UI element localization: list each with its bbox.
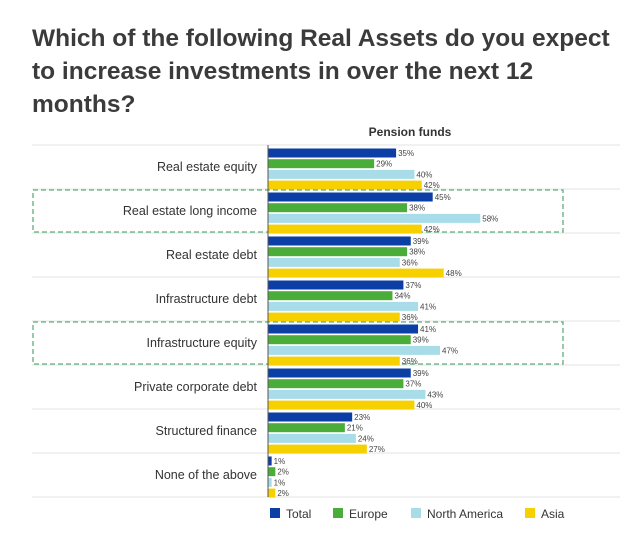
value-label: 21% <box>347 424 363 433</box>
bar <box>268 192 433 202</box>
category-label: Structured finance <box>156 424 257 438</box>
value-label: 37% <box>405 281 421 290</box>
value-label: 40% <box>416 170 432 179</box>
value-label: 42% <box>424 225 440 234</box>
value-label: 39% <box>413 237 429 246</box>
value-label: 1% <box>274 478 286 487</box>
value-label: 37% <box>405 380 421 389</box>
legend-label: Europe <box>349 507 388 521</box>
bar <box>268 456 272 466</box>
value-label: 23% <box>354 413 370 422</box>
legend-swatch <box>525 508 535 518</box>
bar <box>268 400 415 410</box>
legend-label: Asia <box>541 507 565 521</box>
value-label: 48% <box>446 269 462 278</box>
bar <box>268 488 276 498</box>
value-label: 2% <box>277 468 289 477</box>
bar <box>268 312 400 322</box>
category-label: Infrastructure debt <box>156 292 258 306</box>
value-label: 36% <box>402 258 418 267</box>
bar <box>268 345 441 355</box>
bar <box>268 257 400 267</box>
bar <box>268 444 367 454</box>
value-label: 27% <box>369 445 385 454</box>
legend-label: Total <box>286 507 311 521</box>
bar <box>268 268 444 278</box>
value-label: 38% <box>409 204 425 213</box>
value-label: 40% <box>416 401 432 410</box>
legend-swatch <box>333 508 343 518</box>
bar <box>268 368 411 378</box>
bar <box>268 379 404 389</box>
legend-swatch <box>411 508 421 518</box>
value-label: 41% <box>420 325 436 334</box>
category-label: None of the above <box>155 468 257 482</box>
value-label: 24% <box>358 434 374 443</box>
bar <box>268 467 276 477</box>
category-label: Real estate debt <box>166 248 258 262</box>
value-label: 38% <box>409 248 425 257</box>
bar <box>268 213 481 223</box>
value-label: 35% <box>398 149 414 158</box>
value-label: 29% <box>376 160 392 169</box>
value-label: 36% <box>402 313 418 322</box>
bar <box>268 412 353 422</box>
bar <box>268 356 400 366</box>
value-label: 47% <box>442 346 458 355</box>
value-label: 41% <box>420 302 436 311</box>
bar <box>268 236 411 246</box>
value-label: 39% <box>413 336 429 345</box>
bar <box>268 180 422 190</box>
bar <box>268 423 345 433</box>
value-label: 43% <box>427 390 443 399</box>
bar <box>268 159 375 169</box>
bar <box>268 389 426 399</box>
value-label: 58% <box>482 214 498 223</box>
bar <box>268 224 422 234</box>
legend-label: North America <box>427 507 503 521</box>
chart-title: Which of the following Real Assets do yo… <box>32 25 610 118</box>
value-label: 2% <box>277 489 289 498</box>
bar <box>268 203 408 213</box>
bar <box>268 335 411 345</box>
value-label: 45% <box>435 193 451 202</box>
bar <box>268 280 404 290</box>
category-label: Real estate long income <box>123 204 257 218</box>
value-label: 34% <box>394 292 410 301</box>
bar <box>268 324 419 334</box>
category-label: Private corporate debt <box>134 380 258 394</box>
bar <box>268 477 272 487</box>
legend-swatch <box>270 508 280 518</box>
bar <box>268 247 408 257</box>
value-label: 1% <box>274 457 286 466</box>
value-label: 39% <box>413 369 429 378</box>
bar <box>268 291 393 301</box>
value-label: 42% <box>424 181 440 190</box>
category-label: Real estate equity <box>157 160 258 174</box>
category-label: Infrastructure equity <box>147 336 258 350</box>
bar <box>268 169 415 179</box>
bar <box>268 433 356 443</box>
bar <box>268 301 419 311</box>
value-label: 36% <box>402 357 418 366</box>
bar <box>268 148 397 158</box>
panel-title: Pension funds <box>369 125 452 139</box>
